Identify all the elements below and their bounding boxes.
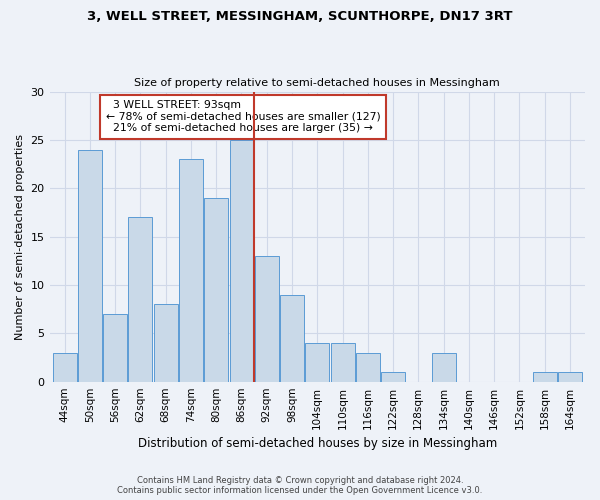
- Text: 3, WELL STREET, MESSINGHAM, SCUNTHORPE, DN17 3RT: 3, WELL STREET, MESSINGHAM, SCUNTHORPE, …: [87, 10, 513, 23]
- Bar: [78, 150, 102, 382]
- Bar: [331, 343, 355, 382]
- Bar: [154, 304, 178, 382]
- Bar: [128, 218, 152, 382]
- Bar: [431, 352, 455, 382]
- Bar: [533, 372, 557, 382]
- Bar: [280, 294, 304, 382]
- Bar: [53, 352, 77, 382]
- Title: Size of property relative to semi-detached houses in Messingham: Size of property relative to semi-detach…: [134, 78, 500, 88]
- Bar: [230, 140, 253, 382]
- Bar: [558, 372, 582, 382]
- Bar: [204, 198, 228, 382]
- Bar: [356, 352, 380, 382]
- Bar: [305, 343, 329, 382]
- X-axis label: Distribution of semi-detached houses by size in Messingham: Distribution of semi-detached houses by …: [137, 437, 497, 450]
- Text: 3 WELL STREET: 93sqm
← 78% of semi-detached houses are smaller (127)
  21% of se: 3 WELL STREET: 93sqm ← 78% of semi-detac…: [106, 100, 380, 134]
- Text: Contains HM Land Registry data © Crown copyright and database right 2024.
Contai: Contains HM Land Registry data © Crown c…: [118, 476, 482, 495]
- Bar: [103, 314, 127, 382]
- Bar: [179, 160, 203, 382]
- Y-axis label: Number of semi-detached properties: Number of semi-detached properties: [15, 134, 25, 340]
- Bar: [255, 256, 279, 382]
- Bar: [381, 372, 405, 382]
